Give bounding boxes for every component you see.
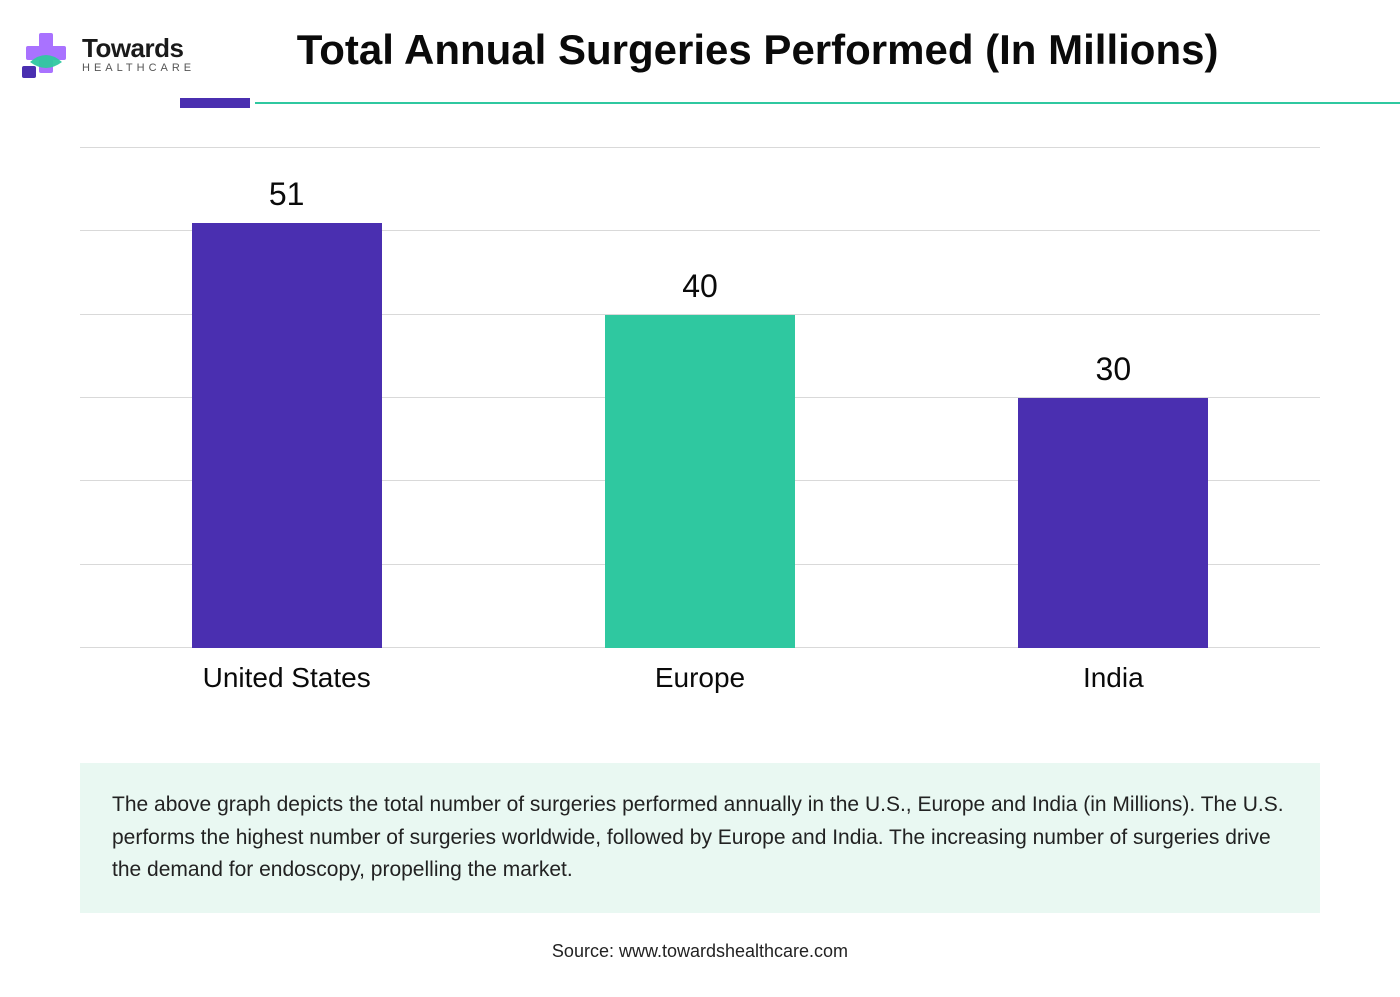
bar-group: 51 [80, 176, 493, 648]
header: Towards HEALTHCARE Total Annual Surgerie… [0, 0, 1400, 80]
bar-value-label: 40 [682, 268, 718, 305]
x-axis-label: India [907, 662, 1320, 694]
chart-x-axis: United StatesEuropeIndia [80, 662, 1320, 694]
chart-caption: The above graph depicts the total number… [80, 763, 1320, 913]
brand-name: Towards [82, 35, 195, 61]
bar [192, 223, 382, 648]
x-axis-label: United States [80, 662, 493, 694]
brand-logo: Towards HEALTHCARE [20, 28, 195, 80]
chart-plot-area: 51 40 30 [80, 148, 1320, 648]
bar-group: 30 [907, 351, 1320, 648]
brand-logo-text: Towards HEALTHCARE [82, 35, 195, 74]
divider-line [255, 102, 1400, 104]
title-divider [0, 98, 1400, 108]
bar [1018, 398, 1208, 648]
bar [605, 315, 795, 648]
divider-accent [180, 98, 250, 108]
x-axis-label: Europe [493, 662, 906, 694]
bar-value-label: 51 [269, 176, 305, 213]
bar-chart: 51 40 30 United StatesEuropeIndia [80, 148, 1320, 708]
bar-value-label: 30 [1096, 351, 1132, 388]
chart-title: Total Annual Surgeries Performed (In Mil… [195, 26, 1380, 74]
brand-logo-icon [20, 28, 72, 80]
brand-subname: HEALTHCARE [82, 63, 195, 74]
chart-bars: 51 40 30 [80, 148, 1320, 648]
bar-group: 40 [493, 268, 906, 648]
source-attribution: Source: www.towardshealthcare.com [0, 941, 1400, 962]
